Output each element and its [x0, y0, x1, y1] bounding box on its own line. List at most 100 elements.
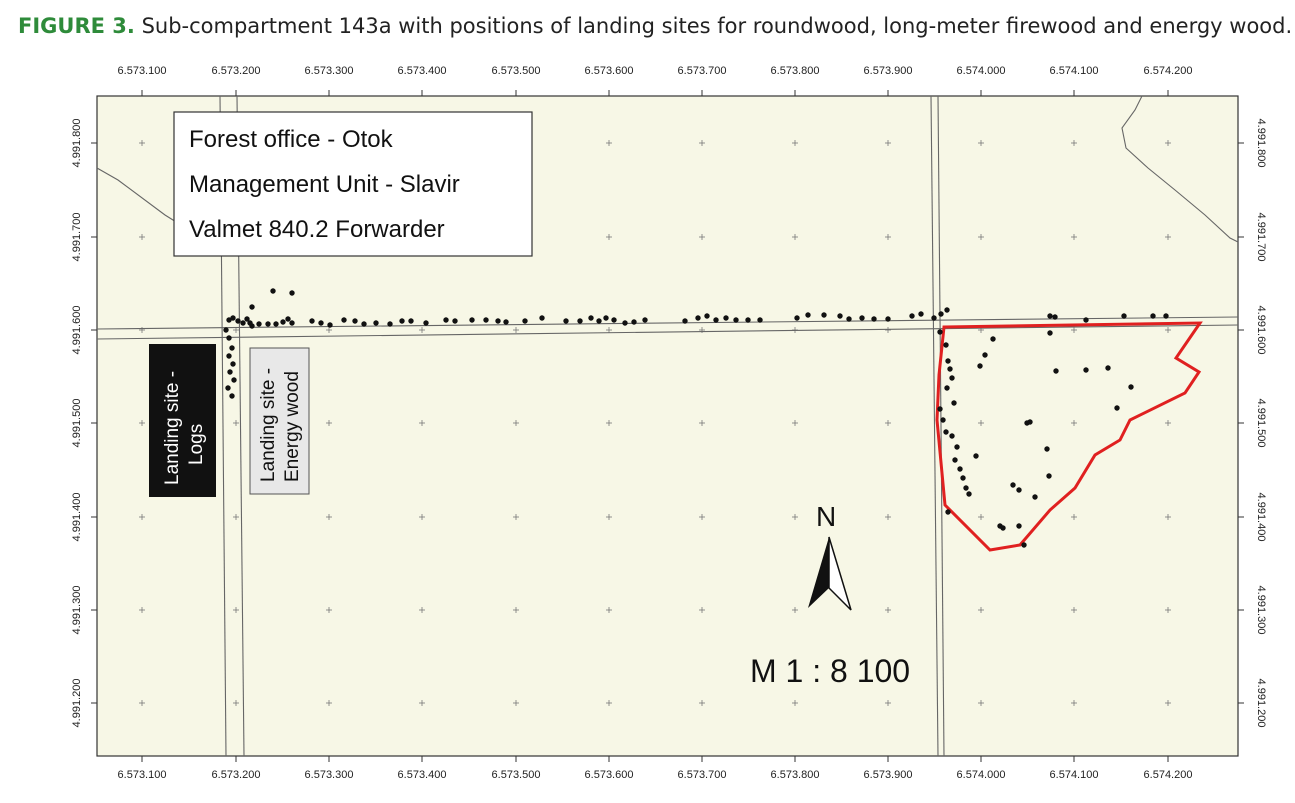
grid-cross — [419, 327, 425, 333]
y-tick-label-left: 4.991.400 — [71, 493, 83, 542]
y-tick-label-right: 4.991.300 — [1255, 586, 1267, 635]
road-horizontal-lower — [96, 324, 1239, 340]
landing-point — [373, 320, 379, 326]
landing-point — [642, 317, 648, 323]
grid-cross — [139, 140, 145, 146]
landing-point — [977, 363, 983, 369]
landing-point — [1105, 365, 1111, 371]
x-tick-label-bottom: 6.573.100 — [118, 769, 167, 781]
landing-point — [230, 361, 236, 367]
landing-point — [631, 319, 637, 325]
grid-cross — [513, 514, 519, 520]
road-vertical-right-a — [930, 95, 939, 757]
landing-point — [1000, 525, 1006, 531]
landing-point — [1044, 446, 1050, 452]
grid-cross — [978, 234, 984, 240]
y-tick-label-left: 4.991.500 — [71, 399, 83, 448]
x-tick-label-top: 6.573.700 — [678, 65, 727, 77]
grid-cross — [1071, 420, 1077, 426]
landing-point — [973, 453, 979, 459]
grid-cross — [1165, 607, 1171, 613]
landing-point — [469, 317, 475, 323]
y-tick-label-right: 4.991.700 — [1255, 213, 1267, 262]
landing-point — [280, 319, 286, 325]
landing-point — [745, 317, 751, 323]
grid-cross — [326, 327, 332, 333]
x-tick-labels-top: 6.573.100 6.573.200 6.573.300 6.573.400 6.57… — [118, 65, 1192, 96]
landing-point — [943, 342, 949, 348]
x-tick-label-bottom: 6.574.000 — [957, 769, 1006, 781]
landing-point — [1163, 313, 1169, 319]
grid-cross — [139, 420, 145, 426]
landing-point — [947, 366, 953, 372]
landing-point — [270, 288, 276, 294]
x-tick-label-top: 6.574.000 — [957, 65, 1006, 77]
figure-label: FIGURE 3. — [18, 14, 135, 38]
landing-point — [885, 316, 891, 322]
y-tick-label-left: 4.991.600 — [71, 306, 83, 355]
info-box: Forest office - Otok Management Unit - S… — [173, 111, 533, 257]
landing-point — [577, 318, 583, 324]
x-tick-labels-bottom: 6.573.100 6.573.200 6.573.300 6.573.400 6.57… — [118, 756, 1192, 781]
grid-cross — [978, 514, 984, 520]
x-tick-label-top: 6.573.500 — [492, 65, 541, 77]
landing-point — [256, 321, 262, 327]
y-tick-label-right: 4.991.400 — [1255, 493, 1267, 542]
grid-cross — [606, 140, 612, 146]
landing-point — [944, 385, 950, 391]
landing-point — [443, 317, 449, 323]
grid-cross — [699, 234, 705, 240]
grid-cross — [233, 700, 239, 706]
info-line-management-unit: Management Unit - Slavir — [189, 171, 460, 198]
grid-cross — [978, 140, 984, 146]
landing-point — [837, 313, 843, 319]
y-tick-labels-right: 4.991.800 4.991.700 4.991.600 4.991.500 4.99… — [1238, 119, 1267, 727]
figure-caption-text: Sub-compartment 143a with positions of l… — [141, 14, 1293, 38]
landing-point — [1083, 367, 1089, 373]
landing-point — [225, 385, 231, 391]
grid-cross — [326, 420, 332, 426]
grid-cross — [139, 700, 145, 706]
landing-point — [387, 321, 393, 327]
landing-point — [794, 315, 800, 321]
grid-cross — [885, 140, 891, 146]
landing-energy-line1: Landing site - — [258, 368, 279, 482]
landing-point — [318, 320, 324, 326]
grid-cross — [513, 327, 519, 333]
landing-point — [603, 315, 609, 321]
landing-point — [483, 317, 489, 323]
landing-point — [944, 307, 950, 313]
grid-cross — [139, 234, 145, 240]
landing-point — [1114, 405, 1120, 411]
landing-point — [1083, 317, 1089, 323]
landing-point — [495, 318, 501, 324]
landing-point — [1128, 384, 1134, 390]
landing-point — [539, 315, 545, 321]
landing-point — [596, 318, 602, 324]
grid-cross — [885, 420, 891, 426]
grid-cross — [606, 514, 612, 520]
landing-point — [937, 329, 943, 335]
grid-cross — [792, 700, 798, 706]
landing-point — [226, 317, 232, 323]
boundary-line-right — [1121, 95, 1239, 243]
x-tick-label-bottom: 6.573.700 — [678, 769, 727, 781]
grid-cross — [1165, 514, 1171, 520]
landing-point — [309, 318, 315, 324]
grid-cross — [419, 700, 425, 706]
x-tick-label-top: 6.574.100 — [1050, 65, 1099, 77]
grid-cross — [513, 420, 519, 426]
landing-point — [522, 318, 528, 324]
x-tick-label-top: 6.573.400 — [398, 65, 447, 77]
landing-point — [1027, 419, 1033, 425]
grid-cross — [885, 514, 891, 520]
x-tick-label-top: 6.573.300 — [305, 65, 354, 77]
landing-point — [230, 315, 236, 321]
landing-point — [871, 316, 877, 322]
y-tick-label-right: 4.991.600 — [1255, 306, 1267, 355]
y-tick-label-left: 4.991.700 — [71, 213, 83, 262]
landing-point — [952, 457, 958, 463]
landing-point — [285, 316, 291, 322]
grid-cross — [1071, 234, 1077, 240]
y-tick-label-left: 4.991.300 — [71, 586, 83, 635]
